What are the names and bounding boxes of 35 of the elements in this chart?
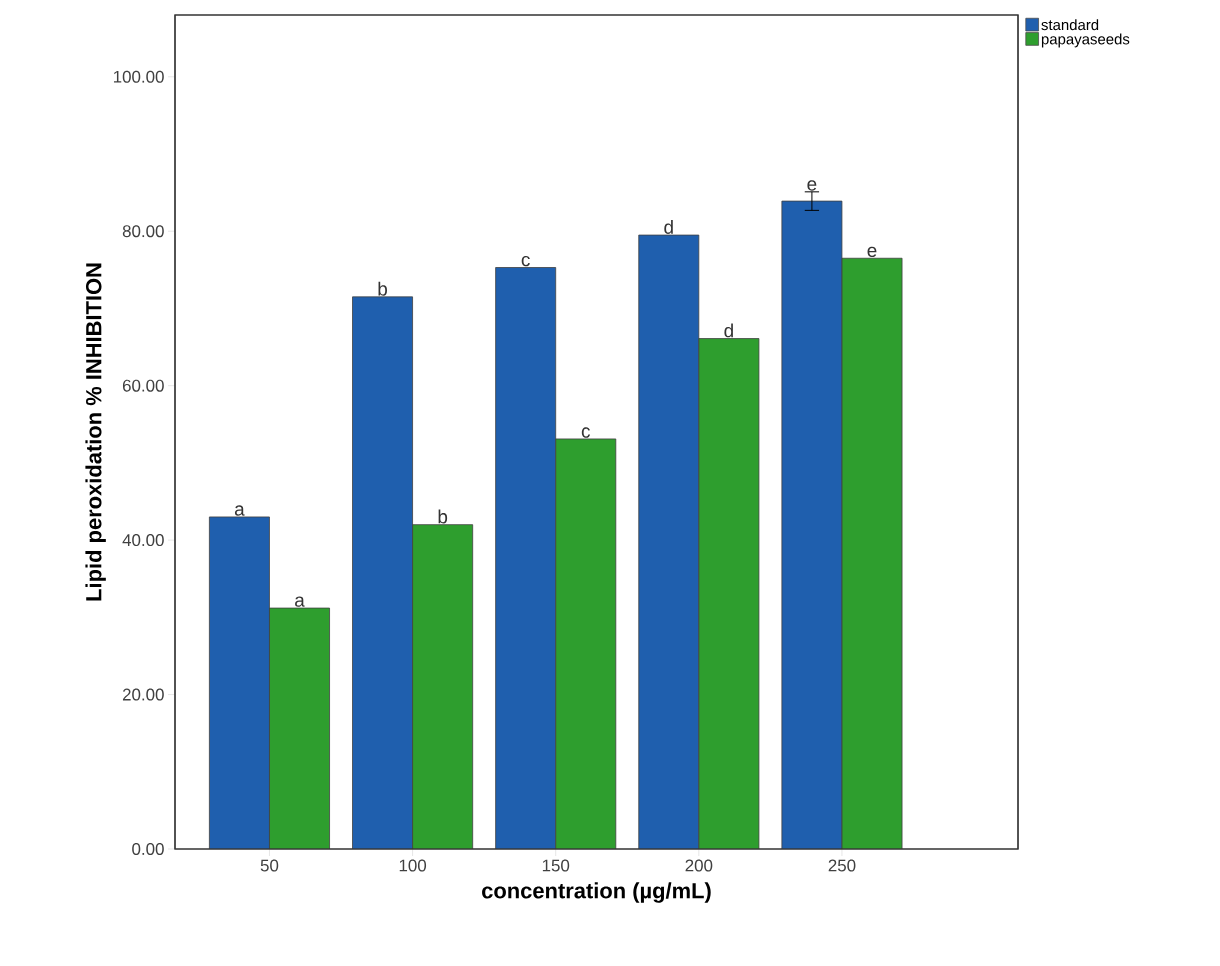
annotation: a xyxy=(295,596,305,607)
x-tick-label: 250 xyxy=(828,859,856,872)
bar xyxy=(495,267,556,849)
x-tick-label: 100 xyxy=(399,859,427,872)
annotation: b xyxy=(438,509,448,524)
annotation: d xyxy=(664,219,673,234)
legend-label: papayaseeds xyxy=(1041,33,1130,48)
x-axis-title: concentration (µg/mL) xyxy=(482,882,711,903)
bar xyxy=(841,257,903,849)
bar xyxy=(352,296,413,849)
annotation: a xyxy=(234,505,245,516)
y-tick-label: 60.00 xyxy=(122,379,164,392)
bar xyxy=(698,338,759,849)
legend-label: standard xyxy=(1041,19,1099,31)
annotation: e xyxy=(807,180,817,191)
annotation: d xyxy=(724,323,733,338)
y-tick-label: 40.00 xyxy=(122,534,164,547)
y-tick-label: 0.00 xyxy=(132,843,164,855)
annotation: c xyxy=(521,255,530,267)
y-tick-label: 80.00 xyxy=(122,225,164,238)
x-tick-label: 50 xyxy=(260,859,279,872)
x-tick-label: 150 xyxy=(542,859,570,872)
y-tick-label: 100.00 xyxy=(113,70,164,83)
y-tick-label: 20.00 xyxy=(122,688,164,701)
annotation: b xyxy=(378,281,387,296)
bar xyxy=(781,200,843,849)
bar xyxy=(209,516,270,849)
annotation: c xyxy=(581,427,591,438)
y-axis-title: Lipid peroxidation % INHIBITION xyxy=(85,263,106,601)
bar xyxy=(269,608,330,849)
bar xyxy=(638,235,699,849)
x-tick-label: 200 xyxy=(685,859,713,872)
bar xyxy=(555,438,616,849)
annotation: e xyxy=(867,246,877,258)
bar xyxy=(412,524,473,849)
